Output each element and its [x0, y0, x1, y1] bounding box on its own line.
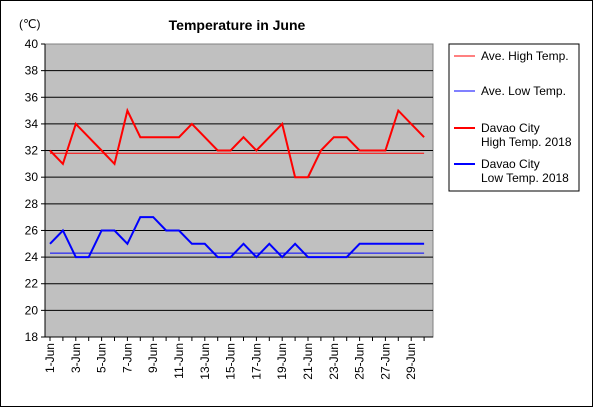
y-tick-label: 36: [25, 90, 39, 104]
y-axis-ticks: 18 20 22 24 26 28 30 32 34 36 38 40: [25, 37, 45, 344]
y-axis-unit-label: (℃): [19, 17, 40, 31]
legend: Ave. High Temp.Ave. Low Temp.Davao CityH…: [448, 43, 580, 192]
x-tick-label: 27-Jun: [378, 343, 392, 380]
x-tick-label: 29-Jun: [404, 343, 418, 380]
legend-label-4: Davao City: [481, 157, 540, 171]
x-tick-label: 25-Jun: [353, 343, 367, 380]
x-tick-label: 13-Jun: [198, 343, 212, 380]
x-tick-label: 19-Jun: [275, 343, 289, 380]
x-tick-label: 23-Jun: [327, 343, 341, 380]
x-tick-label: 1-Jun: [43, 343, 57, 373]
legend-box: [448, 43, 580, 192]
legend-label-1: Ave. High Temp.: [481, 49, 569, 63]
series-line-3: [49, 107, 425, 179]
y-tick-label: 38: [25, 64, 39, 78]
series-lines: [49, 107, 425, 259]
y-tick-label: 26: [25, 223, 39, 237]
legend-label-3: High Temp. 2018: [481, 135, 572, 149]
x-tick-label: 11-Jun: [172, 343, 186, 379]
chart-title: Temperature in June: [169, 17, 306, 33]
y-tick-label: 40: [25, 37, 39, 51]
y-tick-label: 24: [25, 250, 39, 264]
legend-label-4: Low Temp. 2018: [481, 171, 569, 185]
y-tick-label: 30: [25, 170, 39, 184]
y-tick-label: 18: [25, 330, 39, 344]
x-axis-ticks: 1-Jun 3-Jun 5-Jun 7-Jun 9-Jun 11-Jun 13-Jun 15-…: [43, 337, 425, 380]
y-tick-label: 32: [25, 144, 39, 158]
legend-label-3: Davao City: [481, 121, 540, 135]
y-tick-label: 20: [25, 303, 39, 317]
x-tick-label: 15-Jun: [224, 343, 238, 380]
series-line-4: [49, 216, 425, 259]
x-tick-label: 9-Jun: [146, 343, 160, 373]
x-tick-label: 17-Jun: [249, 343, 263, 380]
y-tick-label: 34: [25, 117, 39, 131]
x-tick-label: 21-Jun: [301, 343, 315, 380]
y-tick-label: 28: [25, 197, 39, 211]
legend-label-2: Ave. Low Temp.: [481, 84, 566, 98]
plot-area: [44, 43, 434, 338]
y-tick-label: 22: [25, 277, 39, 291]
x-tick-label: 7-Jun: [120, 343, 134, 373]
x-tick-label: 3-Jun: [69, 343, 83, 373]
plot-background: [44, 43, 434, 338]
x-tick-label: 5-Jun: [95, 343, 109, 373]
